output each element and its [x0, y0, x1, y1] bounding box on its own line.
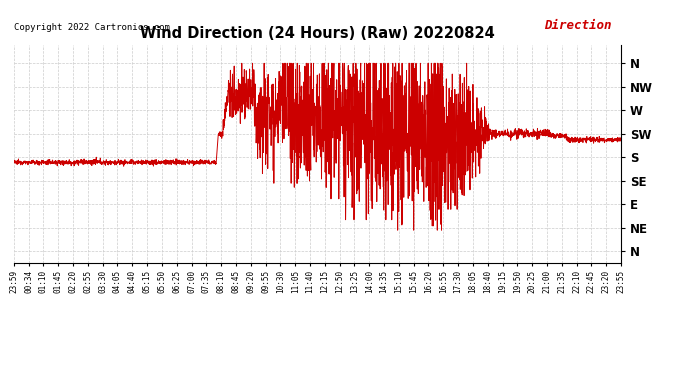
Text: Direction: Direction — [544, 19, 612, 32]
Title: Wind Direction (24 Hours) (Raw) 20220824: Wind Direction (24 Hours) (Raw) 20220824 — [140, 26, 495, 41]
Text: Copyright 2022 Cartronics.com: Copyright 2022 Cartronics.com — [14, 23, 170, 32]
